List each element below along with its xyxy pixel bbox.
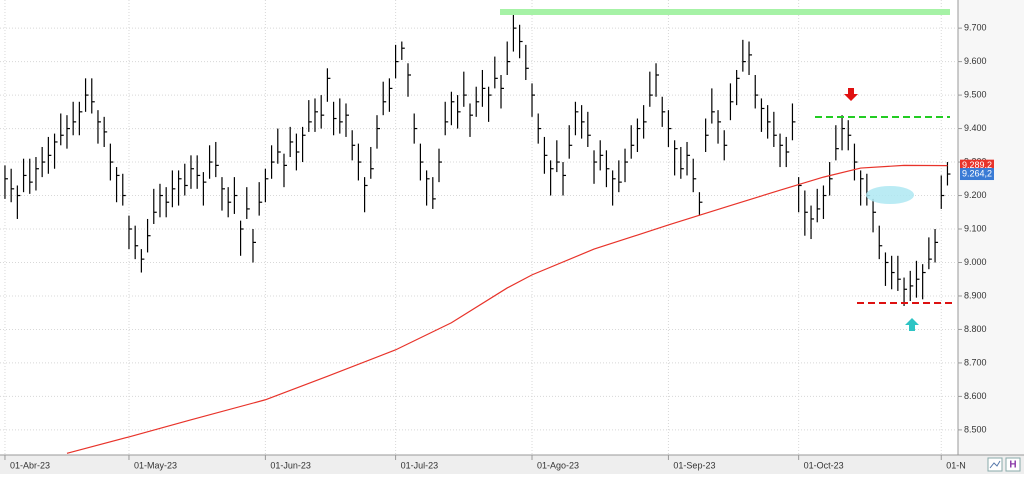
y-tick-label: 9.600 <box>964 56 987 66</box>
time-axis <box>0 455 1024 474</box>
moving-average-line <box>66 164 948 454</box>
x-tick-label: 01-Jun-23 <box>270 460 311 470</box>
tool-label: H <box>1009 460 1016 471</box>
close-price-box <box>960 168 994 181</box>
marks <box>4 14 951 454</box>
x-tick-label: 01-Jul-23 <box>401 460 439 470</box>
tool-icon[interactable] <box>1005 457 1021 472</box>
plot-area <box>0 0 958 455</box>
x-tick-label: 01-Abr-23 <box>10 460 50 470</box>
y-tick-label: 8.700 <box>964 357 987 367</box>
x-tick-label: 01-Sep-23 <box>673 460 715 470</box>
up-arrow <box>905 318 919 331</box>
y-tick-label: 9.400 <box>964 123 987 133</box>
ma-price-label: 9.289,2 <box>962 160 992 170</box>
y-tick-label: 9.700 <box>964 22 987 32</box>
tool-icon-glyph <box>989 460 1001 469</box>
y-tick-label: 8.900 <box>964 290 987 300</box>
x-tick-label: 01-Ago-23 <box>537 460 579 470</box>
y-tick-label: 9.100 <box>964 223 987 233</box>
labels: 8.500 8.600 8.700 8.800 8.900 9.000 9.100 9.200… <box>10 22 994 470</box>
y-tick-label: 8.500 <box>964 424 987 434</box>
x-tick-label: 01-Oct-23 <box>804 460 844 470</box>
x-tick-label: 01-N <box>946 460 966 470</box>
x-tick-label: 01-May-23 <box>134 460 177 470</box>
close-price-label: 9.264,2 <box>962 168 992 178</box>
y-tick-label: 8.600 <box>964 391 987 401</box>
y-tick-label: 9.200 <box>964 190 987 200</box>
down-arrow <box>844 88 858 101</box>
y-tick-label: 9.500 <box>964 89 987 99</box>
y-tick-label: 9.000 <box>964 257 987 267</box>
price-axis <box>958 0 1024 455</box>
highlight-ellipse <box>866 186 914 204</box>
y-tick-label: 8.800 <box>964 324 987 334</box>
